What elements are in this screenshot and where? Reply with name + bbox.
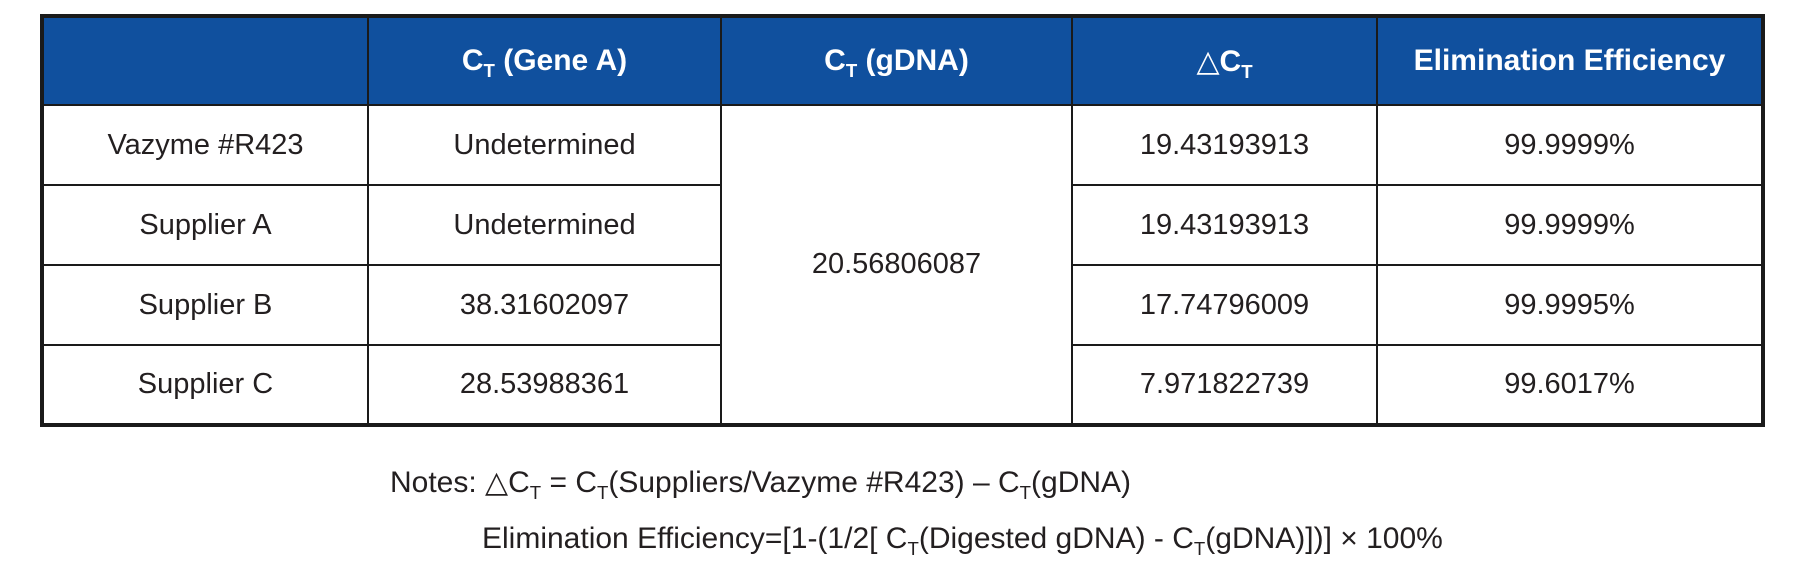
row-label: Supplier C: [41, 344, 369, 426]
note-elimination-efficiency-formula: Elimination Efficiency=[1-(1/2[ CT(Diges…: [482, 522, 1443, 559]
elimination-efficiency-value: 99.6017%: [1376, 344, 1764, 426]
ct-gene-a-value: Undetermined: [367, 184, 722, 266]
ct-gene-a-value: 28.53988361: [367, 344, 722, 426]
notes-block: Notes: △CT = CT(Suppliers/Vazyme #R423) …: [390, 455, 1443, 567]
row-label: Vazyme #R423: [41, 104, 369, 186]
table-row: Vazyme #R423 Undetermined 20.56806087 19…: [41, 104, 1764, 426]
delta-ct-value: 7.971822739: [1071, 344, 1378, 426]
row-label: Supplier B: [41, 264, 369, 346]
header-cell-ct-gdna: CT (gDNA): [720, 15, 1073, 106]
elimination-efficiency-value: 99.9999%: [1376, 184, 1764, 266]
table-row: Supplier A Undetermined 19.43193913 99.9…: [41, 184, 1764, 266]
note-delta-ct-formula: Notes: △CT = CT(Suppliers/Vazyme #R423) …: [390, 466, 1132, 503]
row-label: Supplier A: [41, 184, 369, 266]
ct-gene-a-value: Undetermined: [367, 104, 722, 186]
delta-ct-value: 19.43193913: [1071, 184, 1378, 266]
delta-ct-value: 17.74796009: [1071, 264, 1378, 346]
header-cell-ct-gene-a: CT (Gene A): [367, 15, 722, 106]
elimination-efficiency-value: 99.9999%: [1376, 104, 1764, 186]
header-cell-empty: [41, 15, 369, 106]
ct-gene-a-value: 38.31602097: [367, 264, 722, 346]
table-header-row: CT (Gene A) CT (gDNA) △CT Elimination Ef…: [41, 15, 1764, 106]
header-cell-delta-ct: △CT: [1071, 15, 1378, 106]
ct-gdna-merged-value: 20.56806087: [720, 104, 1073, 426]
elimination-efficiency-value: 99.9995%: [1376, 264, 1764, 346]
delta-ct-value: 19.43193913: [1071, 104, 1378, 186]
header-cell-elimination-efficiency: Elimination Efficiency: [1376, 15, 1764, 106]
table-row: Supplier C 28.53988361 7.971822739 99.60…: [41, 344, 1764, 426]
table-row: Supplier B 38.31602097 17.74796009 99.99…: [41, 264, 1764, 346]
elimination-efficiency-table: CT (Gene A) CT (gDNA) △CT Elimination Ef…: [40, 14, 1765, 427]
